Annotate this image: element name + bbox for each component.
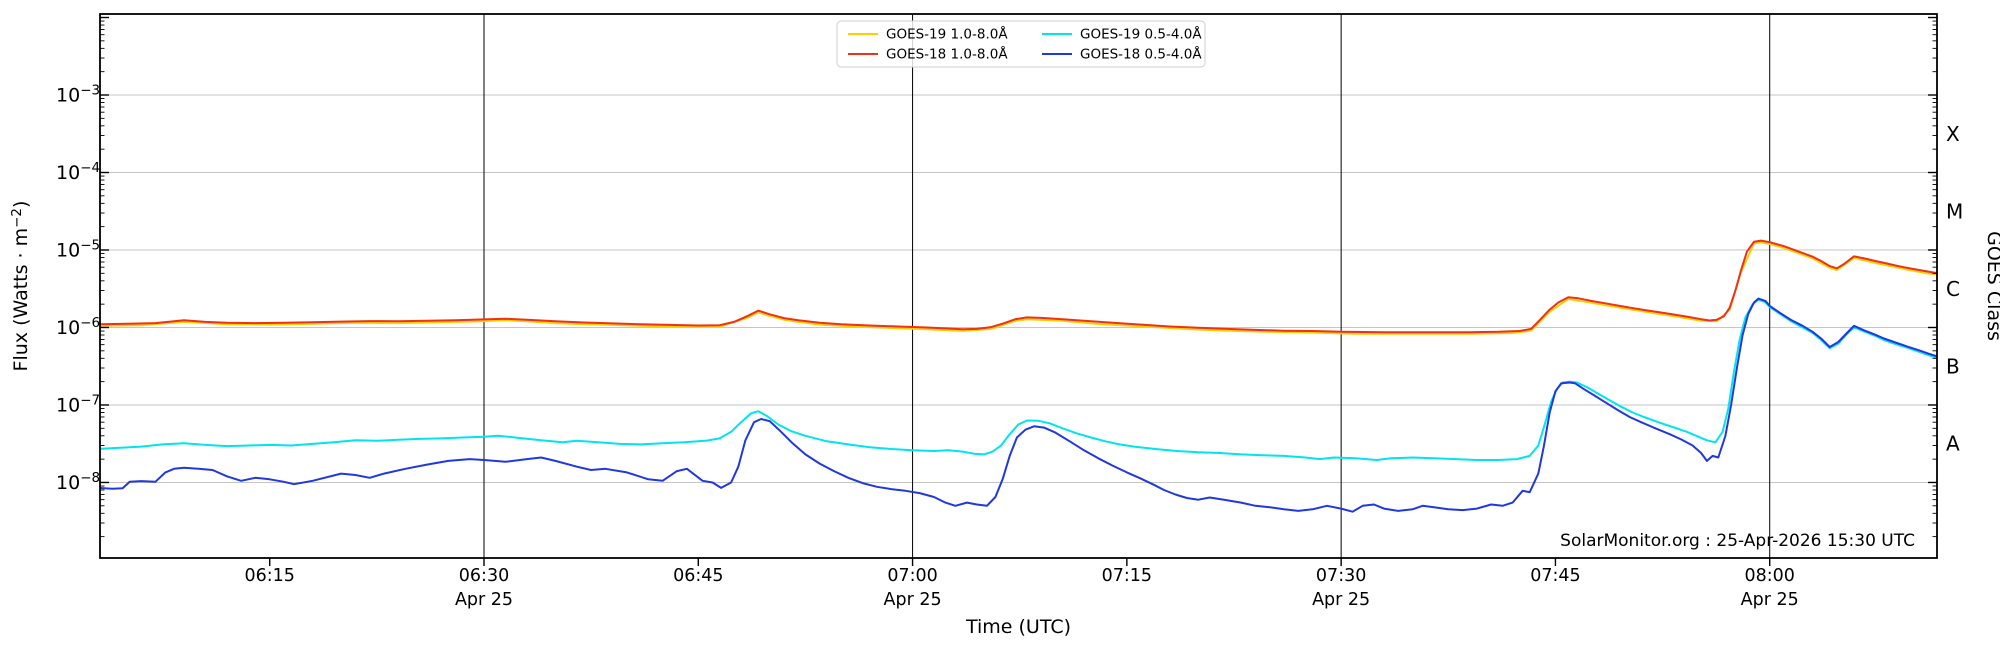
x-ticks-group <box>269 558 1771 566</box>
x-tick-label: 06:30 <box>459 566 509 586</box>
y-tick-labels-group: 10−3 10−4 10−5 10−6 10−7 10−8 <box>56 83 100 494</box>
x-tick-label: 07:30 <box>1316 566 1366 586</box>
x-tick-label: 07:15 <box>1102 566 1152 586</box>
goes-class-label-c: C <box>1946 277 1960 301</box>
y-tick-label: 10−7 <box>56 392 100 416</box>
legend-label-1: GOES-18 1.0-8.0Å <box>886 46 1008 63</box>
x-tick-label: 06:15 <box>244 566 294 586</box>
credit-text: SolarMonitor.org : 25-Apr-2026 15:30 UTC <box>1560 531 1915 551</box>
y-axis-title: Flux (Watts · m−2) <box>9 201 32 372</box>
legend-box <box>836 20 1206 68</box>
plot-border <box>99 13 1938 559</box>
x-date-label: Apr 25 <box>1312 590 1370 610</box>
y-tick-label: 10−6 <box>56 315 100 339</box>
y-tick-label: 10−3 <box>56 83 100 107</box>
x-tick-labels-group: 06:15 06:30 Apr 25 06:45 07:00 Apr 25 07:15 07:… <box>244 566 1798 610</box>
y-tick-label: 10−4 <box>56 160 100 184</box>
y-tick-label: 10−5 <box>56 237 100 261</box>
legend-label-2: GOES-19 0.5-4.0Å <box>1080 26 1202 43</box>
series-line-0-goes-19-1-0-8-0- <box>100 241 1937 335</box>
goes-class-label-b: B <box>1946 354 1960 378</box>
y-ticks-group <box>100 16 1937 538</box>
x-axis-title: Time (UTC) <box>965 616 1071 638</box>
x-date-label: Apr 25 <box>1741 590 1799 610</box>
series-group <box>100 239 1937 513</box>
goes-class-label-a: A <box>1946 432 1960 456</box>
series-line-3-goes-18-0-5-4-0- <box>100 297 1937 513</box>
y-tick-label: 10−8 <box>56 470 100 494</box>
x-date-label: Apr 25 <box>884 590 942 610</box>
x-tick-label: 07:00 <box>887 566 937 586</box>
legend-group: GOES-19 1.0-8.0Å GOES-18 1.0-8.0Å GOES-19 … <box>836 20 1206 68</box>
date-lines-group <box>483 14 1771 558</box>
goes-class-labels-group: X M C B A <box>1946 122 1963 456</box>
right-axis-title: GOES Class <box>1983 231 2000 341</box>
legend-label-0: GOES-19 1.0-8.0Å <box>886 26 1008 43</box>
legend-label-3: GOES-18 0.5-4.0Å <box>1080 46 1202 63</box>
goes-class-label-m: M <box>1946 199 1963 223</box>
series-line-1-goes-18-1-0-8-0- <box>100 239 1937 334</box>
gridlines-group <box>100 94 1937 483</box>
series-line-2-goes-19-0-5-4-0- <box>100 298 1937 461</box>
x-tick-label: 06:45 <box>673 566 723 586</box>
x-tick-label: 07:45 <box>1530 566 1580 586</box>
x-date-label: Apr 25 <box>455 590 513 610</box>
goes-class-label-x: X <box>1946 122 1960 146</box>
x-tick-label: 08:00 <box>1744 566 1794 586</box>
